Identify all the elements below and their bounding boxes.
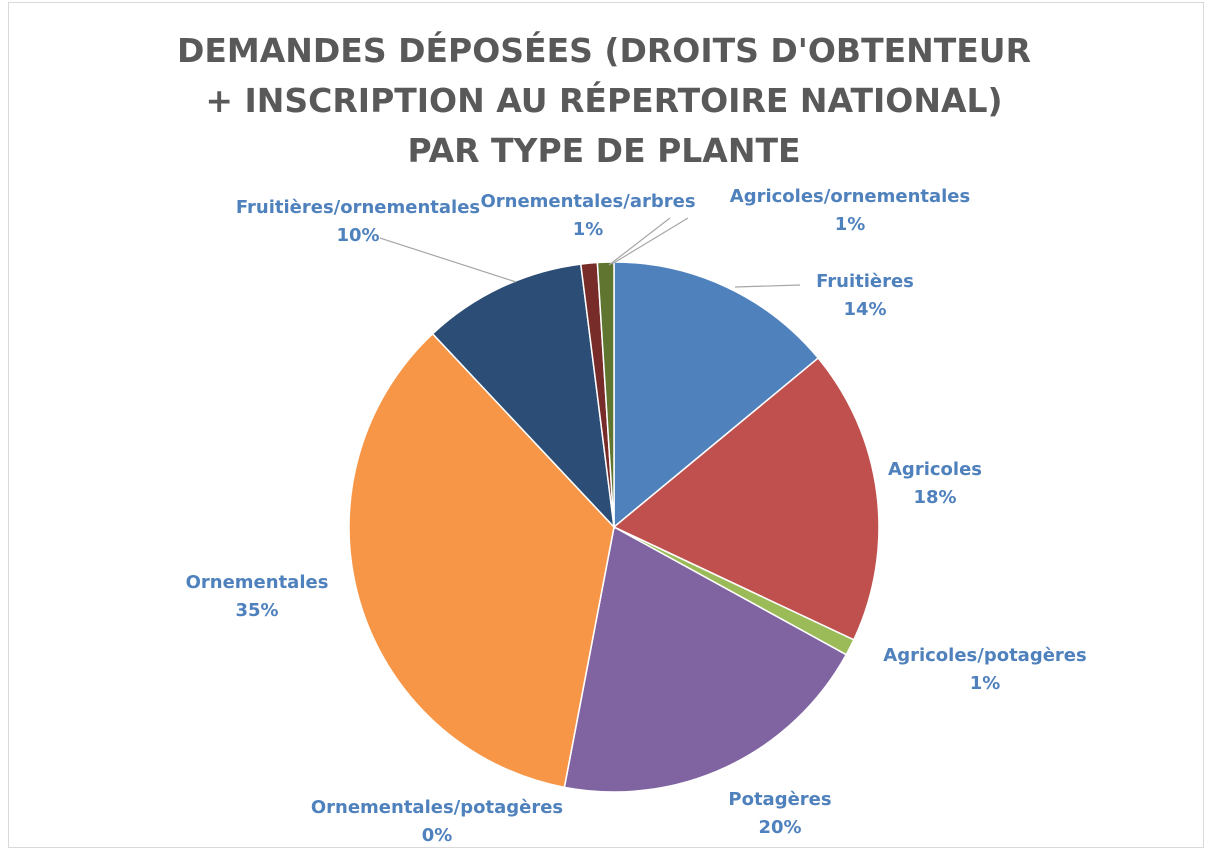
pie-slice bbox=[348, 332, 615, 789]
leader-line bbox=[611, 217, 689, 265]
value-label: 20% bbox=[758, 817, 802, 838]
data-label: Potagères 20% bbox=[728, 786, 831, 842]
data-label: Ornementales/potagères 0% bbox=[311, 794, 563, 850]
value-label: 18% bbox=[913, 487, 957, 508]
data-label: Fruitières/ornementales 10% bbox=[236, 194, 480, 250]
value-label: 10% bbox=[336, 225, 380, 246]
chart-frame bbox=[8, 2, 1204, 848]
data-label: Fruitières 14% bbox=[816, 268, 914, 324]
pie-slice bbox=[613, 261, 820, 529]
leader-line bbox=[379, 237, 517, 283]
pie-slice bbox=[563, 525, 848, 793]
value-label: 1% bbox=[969, 673, 1001, 694]
category-label: Potagères bbox=[728, 789, 832, 810]
category-label: Ornementales/potagères bbox=[310, 797, 564, 818]
value-label: 14% bbox=[843, 299, 887, 320]
value-label: 35% bbox=[235, 600, 279, 621]
pie-slice bbox=[612, 357, 880, 641]
data-label: Ornementales 35% bbox=[186, 569, 329, 625]
value-label: 1% bbox=[572, 219, 604, 240]
value-label: 0% bbox=[421, 825, 453, 846]
category-label: Ornementales/arbres bbox=[480, 191, 696, 212]
category-label: Ornementales bbox=[185, 572, 329, 593]
data-label: Agricoles 18% bbox=[888, 456, 982, 512]
pie-slice bbox=[431, 263, 616, 530]
category-label: Agricoles/potagères bbox=[883, 645, 1087, 666]
leader-line bbox=[608, 217, 671, 266]
category-label: Agricoles bbox=[888, 459, 982, 480]
value-label: 1% bbox=[834, 214, 866, 235]
leader-line bbox=[734, 284, 801, 288]
pie-slice bbox=[596, 261, 615, 528]
chart-title: DEMANDES DÉPOSÉES (DROITS D'OBTENTEUR + … bbox=[176, 31, 1032, 170]
category-label: Fruitières/ornementales bbox=[235, 197, 481, 218]
data-label: Agricoles/potagères 1% bbox=[883, 642, 1086, 698]
data-label: Agricoles/ornementales 1% bbox=[730, 183, 970, 239]
category-label: Agricoles/ornementales bbox=[729, 186, 971, 207]
data-label: Ornementales/arbres 1% bbox=[480, 188, 695, 244]
category-label: Fruitières bbox=[816, 271, 914, 292]
